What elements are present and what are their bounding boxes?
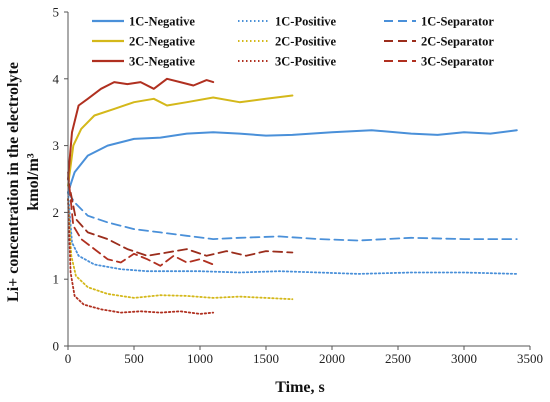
legend-label: 3C-Positive: [275, 55, 337, 69]
y-tick-label: 0: [53, 339, 60, 354]
y-axis-title-line1: Li+ concentration in the electrolyte: [5, 62, 22, 302]
legend-label: 1C-Negative: [129, 15, 195, 29]
series-line-2c-negative: [67, 94, 294, 187]
legend-label: 2C-Separator: [421, 35, 494, 49]
legend-label: 1C-Separator: [421, 15, 494, 29]
axes-layer: 0 500 1000 1500 2000 2500 3000 3500 0 1 2 3 4 5: [53, 5, 544, 367]
series-line-3c-separator: [67, 171, 215, 267]
series-layer: [67, 77, 518, 315]
x-tick-label: 2500: [385, 351, 411, 366]
y-tick-label: 4: [53, 71, 60, 86]
legend-label: 1C-Positive: [275, 15, 337, 29]
series-line-1c-negative: [67, 129, 518, 194]
x-tick-label: 3500: [517, 351, 543, 366]
series-line-1c-positive: [67, 191, 518, 275]
x-tick-label: 1500: [253, 351, 279, 366]
x-tick-label: 1000: [187, 351, 213, 366]
y-tick-label: 2: [53, 205, 60, 220]
y-tick-label: 1: [53, 272, 60, 287]
x-tick-label: 3000: [451, 351, 477, 366]
legend-label: 3C-Negative: [129, 55, 195, 69]
series-line-1c-separator: [67, 191, 518, 242]
legend-label: 3C-Separator: [421, 55, 494, 69]
legend-label: 2C-Negative: [129, 35, 195, 49]
series-line-3c-positive: [67, 198, 215, 315]
x-tick-label: 0: [65, 351, 72, 366]
x-tick-label: 2000: [319, 351, 345, 366]
series-line-2c-positive: [67, 198, 294, 301]
y-axis-title-line2: kmol/m³: [25, 153, 42, 210]
y-tick-label: 3: [53, 138, 60, 153]
y-tick-label: 5: [53, 5, 60, 20]
series-line-2c-separator: [67, 178, 294, 257]
x-tick-label: 500: [124, 351, 144, 366]
legend-label: 2C-Positive: [275, 35, 337, 49]
series-line-3c-negative: [67, 77, 215, 180]
legend: 1C-Negative 1C-Positive 1C-Separator 2C-Neg…: [92, 15, 494, 69]
x-axis-title: Time, s: [275, 379, 324, 396]
